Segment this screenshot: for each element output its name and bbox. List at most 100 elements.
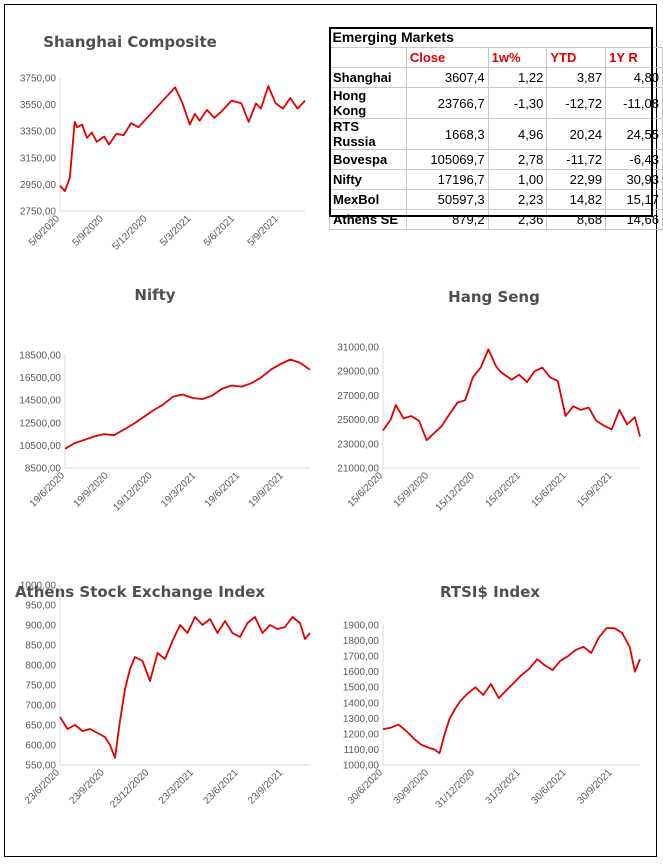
x-tick-label: 31/12/2020	[434, 767, 477, 810]
rtsi-index-svg: RTSI$ Index 1000,00 1100,00 1200,00 1300,00 1…	[343, 583, 641, 811]
x-tick-label: 15/6/2021	[529, 470, 569, 510]
market-name-cell: RTS Russia	[329, 118, 407, 150]
table-header-row: Close 1w% YTD 1Y R	[329, 47, 663, 68]
value-cell: -12,72	[546, 87, 607, 119]
nifty-svg: Nifty 8500,00 10500,00 12500,00 14500,00 1650…	[19, 286, 311, 514]
y-tick-label: 21000,00	[337, 464, 379, 475]
value-cell: 1,00	[487, 169, 548, 190]
nifty-chart: Nifty 8500,00 10500,00 12500,00 14500,00 1650…	[10, 285, 320, 555]
x-tick-label: 19/6/2021	[203, 470, 243, 510]
x-tick-label: 5/9/2020	[71, 213, 107, 249]
y-tick-label: 3750,00	[20, 74, 57, 85]
x-tick-label: 5/6/2020	[27, 213, 63, 249]
table-row: Bovespa 105069,7 2,78 -11,72 -6,43	[329, 149, 663, 170]
value-cell: 105069,7	[405, 149, 489, 170]
chart-title: Nifty	[134, 286, 175, 304]
y-tick-label: 2950,00	[20, 180, 57, 191]
market-name-cell: Athens SE	[329, 209, 407, 230]
value-cell: 14,66	[605, 209, 663, 230]
x-tick-label: 15/3/2021	[484, 470, 524, 510]
y-tick-label: 1000,00	[343, 761, 380, 772]
y-tick-label: 600,00	[25, 741, 56, 752]
market-name-cell: Hong Kong	[329, 87, 407, 119]
y-tick-label: 2750,00	[20, 207, 57, 218]
value-cell: 2,78	[487, 149, 548, 170]
value-cell: 879,2	[405, 209, 489, 230]
y-tick-label: 16500,00	[19, 373, 61, 384]
y-tick-label: 3550,00	[20, 100, 57, 111]
value-cell: 23766,7	[405, 87, 489, 119]
market-name-cell: Bovespa	[329, 149, 407, 170]
x-tick-label: 19/3/2021	[159, 470, 199, 510]
x-tick-label: 5/6/2021	[202, 213, 238, 249]
rtsi-index-chart: RTSI$ Index 1000,00 1100,00 1200,00 1300,00 1…	[328, 575, 653, 850]
value-cell: 1,22	[487, 67, 548, 88]
value-cell: 3607,4	[405, 67, 489, 88]
y-tick-label: 8500,00	[25, 464, 62, 475]
y-tick-label: 1700,00	[343, 652, 380, 663]
market-name-cell: Shanghai	[329, 67, 407, 88]
x-tick-label: 15/6/2020	[346, 470, 386, 510]
table-title-row: Emerging Markets	[330, 27, 663, 48]
x-tick-label: 23/9/2020	[68, 767, 108, 807]
y-tick-label: 750,00	[25, 681, 56, 692]
table-row: RTS Russia 1668,3 4,96 20,24 24,55	[329, 118, 663, 150]
shanghai-composite-svg: Shanghai Composite 2750,00 2950,00 3150,00 3…	[20, 33, 306, 253]
table-title: Emerging Markets	[332, 29, 454, 45]
x-tick-label: 19/12/2020	[111, 470, 154, 513]
value-cell: -1,30	[487, 87, 548, 119]
x-tick-label: 15/9/2021	[575, 470, 615, 510]
hang-seng-chart: Hang Seng 21000,00 23000,00 25000,00 27000,0…	[328, 285, 653, 555]
x-tick-label: 5/9/2021	[246, 213, 282, 249]
value-cell: -11,08	[605, 87, 663, 119]
athens-stock-exchange-chart: Athens Stock Exchange Index 550,00 600,00 6…	[10, 575, 320, 850]
y-tick-label: 900,00	[25, 621, 56, 632]
y-tick-label: 1300,00	[343, 714, 380, 725]
y-tick-label: 18500,00	[19, 351, 61, 362]
value-cell: 1668,3	[405, 118, 489, 150]
x-tick-label: 30/9/2020	[392, 767, 432, 807]
y-tick-label: 1100,00	[344, 745, 380, 756]
athens-stock-exchange-svg: Athens Stock Exchange Index 550,00 600,00 6…	[15, 581, 311, 811]
value-cell: 3,87	[546, 67, 607, 88]
y-tick-label: 23000,00	[337, 439, 379, 450]
y-tick-label: 700,00	[25, 701, 56, 712]
x-tick-label: 23/6/2020	[23, 767, 63, 807]
x-tick-label: 30/6/2021	[529, 767, 569, 807]
table-row: Nifty 17196,7 1,00 22,99 30,93	[329, 169, 663, 190]
value-cell: 4,80	[605, 67, 663, 88]
table-header: YTD	[546, 47, 607, 68]
x-tick-label: 5/12/2020	[110, 213, 150, 253]
value-cell: 2,23	[487, 189, 548, 210]
table-header: Close	[405, 47, 489, 68]
y-tick-label: 550,00	[25, 761, 56, 772]
y-tick-label: 1000,00	[20, 581, 57, 592]
series-line	[59, 85, 306, 193]
value-cell: 20,24	[546, 118, 607, 150]
y-tick-label: 950,00	[25, 601, 56, 612]
x-tick-label: 30/9/2021	[575, 767, 615, 807]
page-frame	[4, 4, 657, 857]
x-tick-label: 23/6/2021	[201, 767, 241, 807]
y-tick-label: 1400,00	[343, 698, 380, 709]
emerging-markets-table: Emerging Markets Close 1w% YTD 1Y R Shan…	[329, 27, 663, 230]
x-tick-label: 5/3/2021	[158, 213, 194, 249]
table-header: 1w%	[487, 47, 548, 68]
value-cell: -11,72	[546, 149, 607, 170]
value-cell: 14,82	[546, 189, 607, 210]
market-name-cell: MexBol	[329, 189, 407, 210]
value-cell: 24,55	[605, 118, 663, 150]
x-tick-label: 19/9/2020	[72, 470, 112, 510]
y-tick-label: 1500,00	[343, 683, 380, 694]
hang-seng-svg: Hang Seng 21000,00 23000,00 25000,00 27000,0…	[337, 288, 641, 514]
table-header: 1Y R	[605, 47, 663, 68]
y-tick-label: 31000,00	[337, 343, 379, 354]
value-cell: -6,43	[605, 149, 663, 170]
value-cell: 17196,7	[405, 169, 489, 190]
y-tick-label: 850,00	[25, 641, 56, 652]
x-tick-label: 15/9/2020	[392, 470, 432, 510]
y-tick-label: 3150,00	[20, 153, 57, 164]
value-cell: 15,17	[605, 189, 663, 210]
y-tick-label: 27000,00	[337, 391, 379, 402]
y-tick-label: 12500,00	[19, 418, 61, 429]
